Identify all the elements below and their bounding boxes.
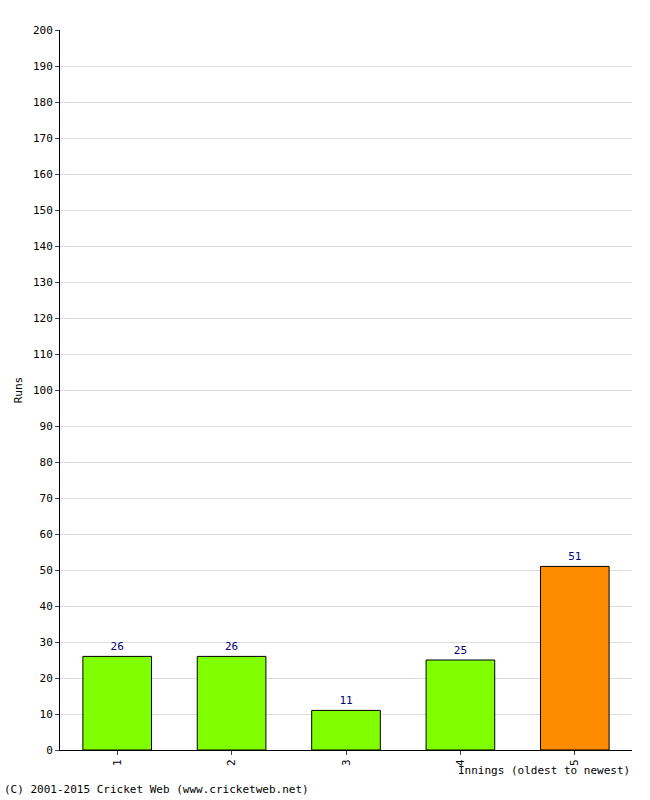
svg-text:130: 130: [33, 276, 53, 289]
svg-text:30: 30: [40, 636, 53, 649]
svg-text:3: 3: [340, 759, 353, 766]
svg-text:50: 50: [40, 564, 53, 577]
svg-text:2: 2: [225, 759, 238, 766]
svg-text:180: 180: [33, 96, 53, 109]
svg-text:40: 40: [40, 600, 53, 613]
svg-text:(C) 2001-2015 Cricket Web (www: (C) 2001-2015 Cricket Web (www.cricketwe…: [4, 783, 309, 796]
svg-text:4: 4: [454, 759, 467, 766]
svg-text:120: 120: [33, 312, 53, 325]
svg-text:60: 60: [40, 528, 53, 541]
svg-text:Innings (oldest to newest): Innings (oldest to newest): [458, 764, 630, 777]
svg-text:160: 160: [33, 168, 53, 181]
svg-text:1: 1: [111, 759, 124, 766]
svg-text:10: 10: [40, 708, 53, 721]
svg-text:90: 90: [40, 420, 53, 433]
svg-text:140: 140: [33, 240, 53, 253]
svg-text:170: 170: [33, 132, 53, 145]
svg-text:100: 100: [33, 384, 53, 397]
svg-text:70: 70: [40, 492, 53, 505]
svg-text:26: 26: [111, 640, 124, 653]
svg-text:190: 190: [33, 60, 53, 73]
svg-text:25: 25: [454, 644, 467, 657]
svg-text:110: 110: [33, 348, 53, 361]
svg-text:5: 5: [568, 759, 581, 766]
svg-text:20: 20: [40, 672, 53, 685]
svg-text:0: 0: [46, 744, 53, 757]
svg-text:26: 26: [225, 640, 238, 653]
svg-text:150: 150: [33, 204, 53, 217]
svg-text:80: 80: [40, 456, 53, 469]
svg-text:Runs: Runs: [12, 377, 25, 404]
svg-text:11: 11: [339, 694, 352, 707]
svg-text:51: 51: [568, 550, 581, 563]
svg-text:200: 200: [33, 24, 53, 37]
